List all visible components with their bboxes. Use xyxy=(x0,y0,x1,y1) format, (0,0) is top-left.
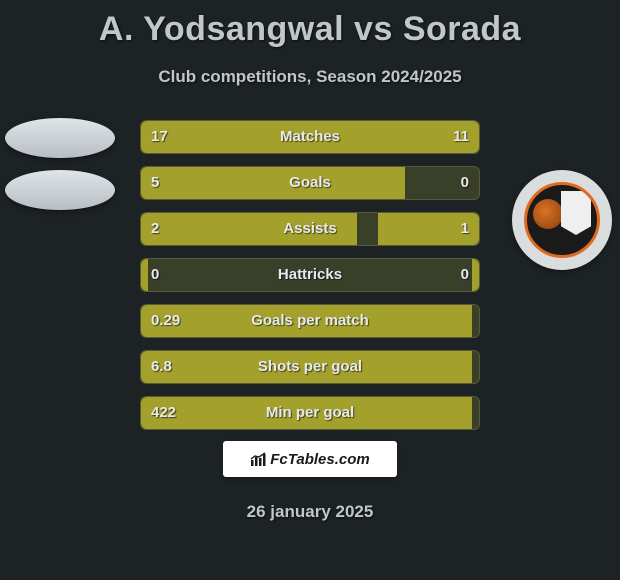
stat-value-left: 5 xyxy=(151,174,159,191)
club-badge-icon xyxy=(524,182,600,258)
bar-left-fill xyxy=(141,121,344,153)
logo-text: FcTables.com xyxy=(270,451,369,468)
stat-value-right: 11 xyxy=(453,128,469,145)
stat-row: 5Goals0 xyxy=(140,166,480,200)
player-left-avatar-2 xyxy=(5,170,115,210)
logo-chart-icon xyxy=(250,451,266,467)
player-left-avatar-1 xyxy=(5,118,115,158)
bar-left-fill xyxy=(141,305,472,337)
stat-value-left: 0.29 xyxy=(151,312,180,329)
bar-left-fill xyxy=(141,213,357,245)
stats-bars: 17Matches115Goals02Assists10Hattricks00.… xyxy=(140,120,480,442)
fctables-logo: FcTables.com xyxy=(223,441,397,477)
stat-row: 0.29Goals per match xyxy=(140,304,480,338)
bar-left-fill xyxy=(141,397,472,429)
stat-row: 0Hattricks0 xyxy=(140,258,480,292)
stat-row: 17Matches11 xyxy=(140,120,480,154)
stat-row: 422Min per goal xyxy=(140,396,480,430)
date-label: 26 january 2025 xyxy=(0,502,620,522)
stat-row: 6.8Shots per goal xyxy=(140,350,480,384)
page-title: A. Yodsangwal vs Sorada xyxy=(0,0,620,49)
stat-value-left: 2 xyxy=(151,220,159,237)
stat-value-right: 0 xyxy=(461,266,469,283)
stat-label: Hattricks xyxy=(141,266,479,283)
player-right-avatar xyxy=(512,170,612,270)
stat-value-left: 6.8 xyxy=(151,358,172,375)
stat-value-left: 0 xyxy=(151,266,159,283)
bar-left-fill xyxy=(141,259,148,291)
bar-right-fill xyxy=(472,259,479,291)
stat-value-left: 422 xyxy=(151,404,176,421)
stat-value-right: 1 xyxy=(461,220,469,237)
stat-value-left: 17 xyxy=(151,128,168,145)
bar-left-fill xyxy=(141,167,405,199)
bar-left-fill xyxy=(141,351,472,383)
stat-row: 2Assists1 xyxy=(140,212,480,246)
stat-value-right: 0 xyxy=(461,174,469,191)
page-subtitle: Club competitions, Season 2024/2025 xyxy=(0,67,620,87)
